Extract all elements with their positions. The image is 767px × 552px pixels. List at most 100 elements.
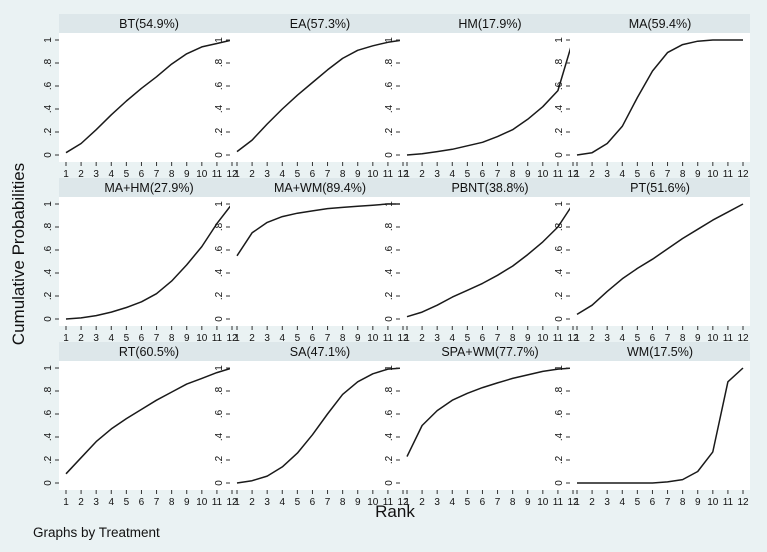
y-tick-label: .2 bbox=[554, 127, 565, 136]
y-tick-label: 1 bbox=[214, 37, 225, 43]
panel-12: WM(17.5%)0.2.4.6.811 2 3 4 5 6 7 8 9 10 11 12 bbox=[554, 342, 750, 508]
x-tick-label: 6 bbox=[139, 169, 145, 180]
x-tick-label: 10 bbox=[367, 169, 379, 180]
x-tick-label: 10 bbox=[367, 497, 379, 508]
x-tick-label: 3 bbox=[604, 497, 610, 508]
x-tick-label: 5 bbox=[635, 333, 641, 344]
series-line bbox=[236, 203, 403, 257]
x-tick-label: 10 bbox=[367, 333, 379, 344]
y-tick-label: 1 bbox=[214, 365, 225, 371]
x-tick-label: 6 bbox=[480, 497, 486, 508]
plot-area bbox=[59, 361, 239, 490]
x-tick-label: 10 bbox=[707, 333, 719, 344]
y-tick-label: .2 bbox=[384, 291, 395, 300]
x-tick-label: 9 bbox=[695, 497, 701, 508]
x-tick-label: 11 bbox=[212, 169, 223, 180]
y-tick-label: .4 bbox=[384, 104, 395, 113]
x-tick-label: 7 bbox=[495, 333, 501, 344]
panel-title-strip bbox=[230, 342, 410, 361]
panel-title: MA+WM(89.4%) bbox=[274, 181, 366, 195]
y-tick-label: 0 bbox=[384, 316, 395, 322]
y-tick-label: .4 bbox=[43, 104, 54, 113]
panel-title: SPA+WM(77.7%) bbox=[441, 345, 538, 359]
x-tick-label: 7 bbox=[154, 169, 160, 180]
x-tick-label: 5 bbox=[124, 333, 130, 344]
x-tick-label: 9 bbox=[355, 497, 361, 508]
x-tick-label: 8 bbox=[680, 497, 686, 508]
panel-title-strip bbox=[59, 342, 239, 361]
x-tick-label: 11 bbox=[553, 333, 564, 344]
x-tick-label: 10 bbox=[196, 497, 208, 508]
y-tick-label: .8 bbox=[384, 386, 395, 395]
plot-area bbox=[400, 361, 580, 490]
y-tick-label: .6 bbox=[43, 245, 54, 254]
x-tick-label: 9 bbox=[695, 169, 701, 180]
panel-title-strip bbox=[400, 178, 580, 197]
x-tick-label: 10 bbox=[537, 169, 549, 180]
y-tick-label: .8 bbox=[384, 222, 395, 231]
panel-11: SPA+WM(77.7%)0.2.4.6.811 2 3 4 5 6 7 8 9 10 11 12 bbox=[384, 342, 580, 508]
y-tick-label: .6 bbox=[554, 81, 565, 90]
graphs-by-note: Graphs by Treatment bbox=[33, 525, 160, 540]
y-tick-label: .2 bbox=[554, 291, 565, 300]
x-tick-label: 6 bbox=[480, 169, 486, 180]
x-tick-label: 7 bbox=[325, 497, 331, 508]
x-tick-label: 6 bbox=[650, 169, 656, 180]
x-tick-label: 9 bbox=[525, 169, 531, 180]
y-tick-label: .8 bbox=[554, 58, 565, 67]
y-tick-label: .4 bbox=[214, 104, 225, 113]
y-tick-label: 0 bbox=[554, 152, 565, 158]
x-tick-label: 4 bbox=[619, 497, 625, 508]
y-tick-label: 0 bbox=[43, 316, 54, 322]
y-tick-label: .4 bbox=[214, 432, 225, 441]
x-tick-label: 6 bbox=[480, 333, 486, 344]
y-tick-label: 1 bbox=[384, 365, 395, 371]
y-tick-label: 0 bbox=[384, 480, 395, 486]
x-tick-label: 3 bbox=[93, 333, 99, 344]
x-tick-label: 7 bbox=[495, 497, 501, 508]
x-tick-label: 12 bbox=[737, 497, 749, 508]
x-tick-label: 6 bbox=[650, 333, 656, 344]
x-tick-label: 8 bbox=[340, 169, 346, 180]
y-tick-label: .8 bbox=[214, 386, 225, 395]
x-tick-label: 6 bbox=[310, 169, 316, 180]
y-tick-label: .2 bbox=[214, 455, 225, 464]
series-line bbox=[406, 39, 574, 156]
y-axis-title: Cumulative Probabilities bbox=[9, 163, 28, 345]
x-tick-label: 7 bbox=[154, 497, 160, 508]
y-tick-label: 0 bbox=[554, 480, 565, 486]
x-tick-label: 7 bbox=[325, 169, 331, 180]
y-tick-label: 1 bbox=[214, 201, 225, 207]
x-tick-label: 1 bbox=[404, 333, 410, 344]
y-tick-label: .2 bbox=[43, 127, 54, 136]
y-tick-label: .8 bbox=[384, 58, 395, 67]
plot-area bbox=[570, 33, 750, 162]
y-tick-label: 1 bbox=[554, 201, 565, 207]
x-tick-label: 7 bbox=[665, 497, 671, 508]
x-tick-label: 5 bbox=[465, 333, 471, 344]
x-tick-label: 8 bbox=[169, 169, 175, 180]
y-tick-label: .8 bbox=[43, 222, 54, 231]
x-tick-label: 5 bbox=[635, 169, 641, 180]
y-tick-label: 1 bbox=[43, 201, 54, 207]
panel-title-strip bbox=[230, 178, 410, 197]
x-tick-label: 9 bbox=[184, 497, 190, 508]
y-tick-label: 1 bbox=[384, 37, 395, 43]
x-tick-label: 9 bbox=[525, 497, 531, 508]
y-tick-label: .2 bbox=[384, 455, 395, 464]
x-tick-label: 12 bbox=[397, 169, 409, 180]
x-tick-label: 4 bbox=[619, 333, 625, 344]
x-tick-label: 3 bbox=[264, 169, 270, 180]
x-tick-label: 10 bbox=[196, 333, 208, 344]
x-tick-label: 2 bbox=[419, 333, 425, 344]
plot-area bbox=[570, 197, 750, 326]
y-tick-label: .2 bbox=[43, 291, 54, 300]
x-axis-title: Rank bbox=[375, 502, 415, 521]
x-tick-label: 8 bbox=[340, 497, 346, 508]
y-tick-label: 1 bbox=[554, 365, 565, 371]
y-tick-label: 0 bbox=[554, 316, 565, 322]
x-tick-label: 12 bbox=[567, 333, 579, 344]
panel-10: SA(47.1%)0.2.4.6.811 2 3 4 5 6 7 8 9 10 11 12 bbox=[214, 342, 410, 508]
y-tick-label: .4 bbox=[43, 268, 54, 277]
